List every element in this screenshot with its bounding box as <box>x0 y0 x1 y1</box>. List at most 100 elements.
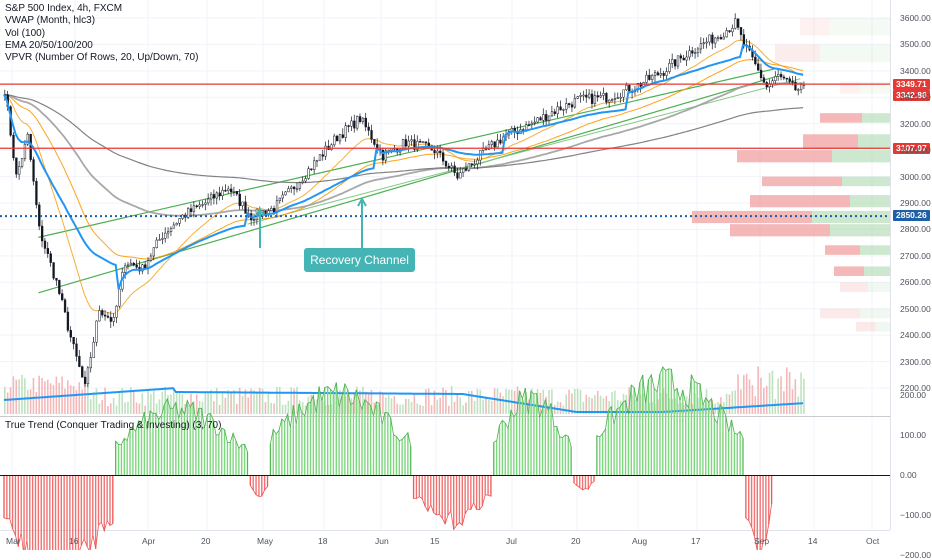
volume-bar <box>476 388 479 414</box>
candle-body <box>404 139 408 147</box>
horizontal-levels <box>0 83 890 218</box>
candle-body <box>307 168 310 179</box>
candle-body <box>293 186 296 190</box>
volume-bar <box>585 394 588 414</box>
volume-bar <box>522 400 525 414</box>
candle-body <box>126 264 130 267</box>
volume-bar <box>12 376 15 414</box>
candle-body <box>708 34 711 43</box>
candle-body <box>341 134 345 138</box>
volume-bar <box>353 393 356 414</box>
oscillator-outline <box>493 387 572 475</box>
volume-bar <box>26 389 29 414</box>
price-tick-label: 3400.00 <box>900 65 931 76</box>
vp-up-row <box>832 150 890 163</box>
volume-bar <box>576 388 579 414</box>
true-trend-histogram <box>3 366 773 550</box>
volume-bar <box>24 378 26 414</box>
volume-bar <box>634 399 636 414</box>
candle-body <box>358 116 362 122</box>
vp-down-row <box>834 266 864 276</box>
volume-bar <box>210 389 212 414</box>
candle-body <box>673 59 677 67</box>
volume-bar <box>15 379 18 414</box>
volume-bar <box>740 389 742 414</box>
volume-bar <box>296 386 298 414</box>
candle-body <box>26 133 29 145</box>
candle-body <box>639 83 642 87</box>
volume-bar <box>637 393 639 414</box>
candle-body <box>625 84 628 91</box>
candle-body <box>714 37 717 44</box>
volume-bar <box>622 393 625 414</box>
candle-body <box>29 133 32 160</box>
vp-up-row <box>864 266 890 276</box>
vp-up-row <box>860 81 890 94</box>
volume-bar <box>241 395 244 414</box>
volume-bar <box>121 388 124 414</box>
volume-bar <box>284 404 287 414</box>
volume-bar <box>734 390 736 414</box>
candle-body <box>421 141 425 144</box>
candle-body <box>284 191 287 196</box>
volume-bar <box>573 388 576 414</box>
time-tick-label: May <box>257 536 274 546</box>
volume-bar <box>662 388 665 414</box>
candle-body <box>83 377 87 384</box>
volume-bar <box>87 377 89 414</box>
volume-bar <box>278 386 281 414</box>
candle-body <box>318 154 322 161</box>
volume-bar <box>38 375 40 414</box>
candle-body <box>95 320 98 343</box>
volume-bar <box>267 391 270 414</box>
volume-bar <box>52 385 55 414</box>
volume-bar <box>465 402 467 414</box>
volume-bar <box>287 400 290 414</box>
volume-bar <box>55 376 58 414</box>
volume-bar <box>207 393 209 414</box>
volume-bar <box>236 403 238 414</box>
indicator-vol-label[interactable]: Vol (100) <box>5 27 46 39</box>
volume-bar <box>350 398 353 414</box>
indicator-ema-label[interactable]: EMA 20/50/100/200 <box>5 39 93 51</box>
vp-down-row <box>762 176 842 187</box>
price-tick-label: 2700.00 <box>900 250 931 261</box>
candle-body <box>195 205 198 208</box>
volume-bar <box>170 394 172 414</box>
volume-bar <box>768 372 771 414</box>
indicator-vwap-label[interactable]: VWAP (Month, hlc3) <box>5 15 96 27</box>
candle-body <box>49 253 52 263</box>
price-tick-label: 2300.00 <box>900 356 931 367</box>
symbol-title[interactable]: S&P 500 Index, 4h, FXCM <box>5 3 123 14</box>
candle-body <box>333 135 336 146</box>
volume-bar <box>410 401 413 414</box>
time-tick-label: 20 <box>571 536 581 546</box>
candle-body <box>381 149 385 161</box>
oscillator-title[interactable]: True Trend (Conquer Trading & Investing)… <box>5 420 222 431</box>
volume-bar <box>642 393 645 414</box>
candle-body <box>58 280 61 294</box>
candle-body <box>725 30 728 38</box>
volume-bar <box>344 395 347 414</box>
volume-bar <box>341 391 344 414</box>
candle-body <box>527 124 531 126</box>
indicator-vpvr-label[interactable]: VPVR (Number Of Rows, 20, Up/Down, 70) <box>5 52 199 64</box>
candle-body <box>476 159 479 165</box>
candle-body <box>651 75 654 80</box>
volume-bar <box>115 405 118 414</box>
volume-bar <box>450 386 453 414</box>
volume-bar <box>631 394 633 414</box>
candle-body <box>290 186 293 189</box>
candle-body <box>722 36 725 40</box>
volume-bar <box>201 401 204 414</box>
oscillator-outline <box>573 475 595 491</box>
volume-bar <box>531 388 533 414</box>
candle-body <box>719 37 723 40</box>
vp-up-row <box>858 134 890 150</box>
candle-body <box>668 63 671 72</box>
candle-body <box>207 198 210 204</box>
candle-body <box>407 140 410 147</box>
volume-bar <box>64 388 66 414</box>
volume-bar <box>89 399 92 414</box>
